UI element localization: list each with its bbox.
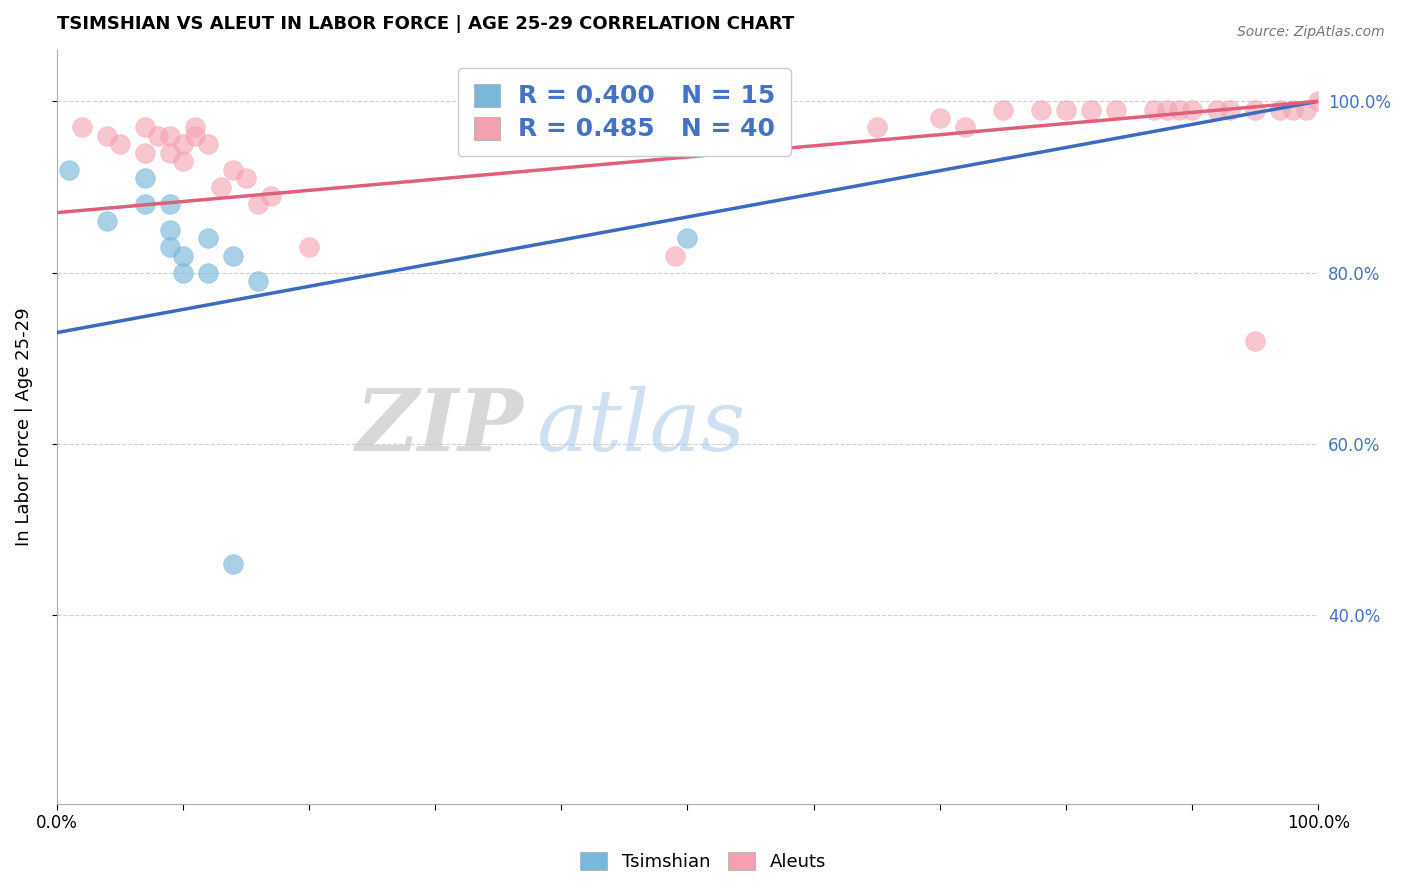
- Point: [222, 557, 245, 571]
- Point: [222, 248, 245, 262]
- Point: [247, 197, 270, 211]
- Point: [1270, 103, 1292, 117]
- Point: [134, 145, 156, 160]
- Legend: Tsimshian, Aleuts: Tsimshian, Aleuts: [572, 845, 834, 879]
- Point: [1080, 103, 1102, 117]
- Point: [197, 231, 219, 245]
- Point: [676, 231, 699, 245]
- Point: [209, 180, 232, 194]
- Point: [1308, 95, 1330, 109]
- Point: [197, 266, 219, 280]
- Point: [260, 188, 283, 202]
- Text: TSIMSHIAN VS ALEUT IN LABOR FORCE | AGE 25-29 CORRELATION CHART: TSIMSHIAN VS ALEUT IN LABOR FORCE | AGE …: [56, 15, 794, 33]
- Point: [184, 120, 207, 134]
- Point: [1244, 103, 1267, 117]
- Point: [197, 137, 219, 152]
- Point: [172, 137, 194, 152]
- Point: [1206, 103, 1229, 117]
- Point: [235, 171, 257, 186]
- Point: [159, 197, 181, 211]
- Legend: R = 0.400   N = 15, R = 0.485   N = 40: R = 0.400 N = 15, R = 0.485 N = 40: [458, 69, 790, 156]
- Point: [1244, 334, 1267, 349]
- Point: [134, 197, 156, 211]
- Point: [184, 128, 207, 143]
- Point: [664, 248, 686, 262]
- Point: [172, 266, 194, 280]
- Point: [222, 162, 245, 177]
- Point: [1295, 103, 1317, 117]
- Point: [172, 248, 194, 262]
- Point: [1156, 103, 1178, 117]
- Point: [96, 214, 118, 228]
- Point: [1143, 103, 1166, 117]
- Point: [1054, 103, 1077, 117]
- Point: [298, 240, 321, 254]
- Point: [1219, 103, 1241, 117]
- Point: [172, 154, 194, 169]
- Point: [1282, 103, 1305, 117]
- Point: [146, 128, 169, 143]
- Point: [159, 128, 181, 143]
- Point: [96, 128, 118, 143]
- Point: [928, 112, 950, 126]
- Point: [134, 171, 156, 186]
- Point: [247, 274, 270, 288]
- Point: [991, 103, 1014, 117]
- Point: [1181, 103, 1204, 117]
- Point: [953, 120, 976, 134]
- Point: [866, 120, 889, 134]
- Point: [1168, 103, 1191, 117]
- Text: ZIP: ZIP: [356, 385, 523, 468]
- Point: [1105, 103, 1128, 117]
- Point: [1029, 103, 1052, 117]
- Point: [108, 137, 131, 152]
- Point: [159, 145, 181, 160]
- Y-axis label: In Labor Force | Age 25-29: In Labor Force | Age 25-29: [15, 308, 32, 546]
- Point: [159, 223, 181, 237]
- Text: Source: ZipAtlas.com: Source: ZipAtlas.com: [1237, 25, 1385, 39]
- Point: [159, 240, 181, 254]
- Text: atlas: atlas: [536, 385, 745, 468]
- Point: [134, 120, 156, 134]
- Point: [58, 162, 80, 177]
- Point: [70, 120, 93, 134]
